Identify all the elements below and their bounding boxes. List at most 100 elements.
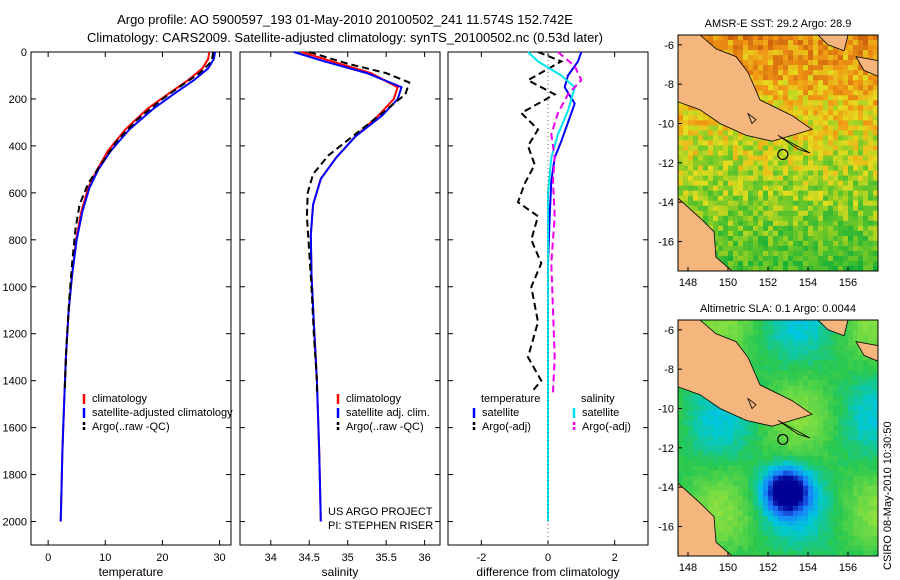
map-cell: [723, 535, 729, 542]
map-cell: [738, 480, 744, 486]
map-cell: [703, 160, 709, 166]
map-cell: [713, 500, 719, 507]
map-cell: [858, 455, 864, 461]
map-cell: [823, 340, 829, 346]
map-cell: [773, 345, 779, 351]
map-cell: [753, 535, 759, 542]
map-cell: [753, 515, 759, 522]
map-cell: [873, 480, 879, 486]
map-cell: [868, 135, 874, 141]
map-cell: [788, 425, 794, 431]
map-cell: [703, 490, 709, 497]
map-cell: [728, 505, 734, 512]
map-cell: [803, 150, 809, 156]
map-cell: [778, 515, 784, 522]
map-cell: [828, 455, 834, 461]
map-cell: [833, 480, 839, 486]
map-cell: [753, 480, 759, 486]
map-cell: [693, 400, 699, 406]
map-cell: [873, 140, 879, 146]
map-cell: [748, 55, 754, 61]
map-cell: [858, 45, 864, 51]
map-cell: [853, 445, 859, 451]
map-cell: [723, 140, 729, 146]
map-cell: [798, 470, 804, 476]
map-cell: [858, 375, 864, 381]
map-cell: [728, 145, 734, 151]
map-cell: [843, 420, 849, 426]
map-cell: [713, 320, 719, 326]
map-cell: [793, 350, 799, 356]
map-cell: [683, 125, 689, 131]
map-y-tick-label: -6: [664, 40, 674, 52]
map-cell: [703, 485, 709, 492]
map-cell: [828, 220, 834, 227]
map-cell: [808, 390, 814, 396]
map-cell: [753, 200, 759, 207]
map-cell: [748, 420, 754, 426]
map-cell: [783, 35, 789, 41]
map-cell: [753, 220, 759, 227]
map-cell: [788, 80, 794, 86]
map-cell: [848, 365, 854, 371]
map-cell: [728, 550, 734, 557]
map-cell: [783, 65, 789, 71]
map-cell: [703, 445, 709, 451]
map-cell: [848, 440, 854, 446]
map-cell: [873, 265, 879, 272]
map-cell: [793, 535, 799, 542]
map-cell: [798, 45, 804, 51]
map-cell: [828, 225, 834, 232]
map-cell: [758, 230, 764, 237]
map-cell: [858, 50, 864, 56]
map-cell: [843, 435, 849, 441]
map-cell: [848, 450, 854, 456]
map-cell: [773, 340, 779, 346]
map-cell: [748, 145, 754, 151]
map-cell: [723, 490, 729, 497]
map-cell: [833, 135, 839, 141]
map-cell: [793, 180, 799, 186]
map-cell: [823, 535, 829, 542]
map-cell: [823, 90, 829, 96]
map-cell: [753, 505, 759, 512]
map-cell: [753, 35, 759, 41]
map-cell: [798, 215, 804, 222]
map-cell: [783, 370, 789, 376]
map-cell: [868, 255, 874, 262]
map-cell: [858, 230, 864, 237]
map-cell: [848, 515, 854, 522]
map-cell: [778, 490, 784, 497]
map-cell: [753, 45, 759, 51]
map-cell: [783, 70, 789, 76]
map-cell: [753, 230, 759, 237]
map-cell: [833, 260, 839, 267]
map-cell: [873, 115, 879, 121]
map-cell: [748, 340, 754, 346]
map-cell: [823, 155, 829, 161]
map-cell: [783, 245, 789, 252]
map-cell: [783, 195, 789, 201]
map-cell: [763, 35, 769, 41]
map-cell: [823, 365, 829, 371]
map-cell: [858, 330, 864, 336]
map-cell: [778, 525, 784, 532]
map-cell: [868, 335, 874, 341]
map-cell: [748, 240, 754, 247]
map-cell: [783, 365, 789, 371]
map-cell: [733, 145, 739, 151]
map-cell: [813, 115, 819, 121]
map-cell: [788, 145, 794, 151]
map-cell: [848, 155, 854, 161]
map-cell: [728, 225, 734, 232]
map-cell: [833, 340, 839, 346]
map-cell: [843, 385, 849, 391]
map-cell: [683, 430, 689, 436]
map-cell: [798, 95, 804, 101]
map-cell: [803, 460, 809, 466]
map-cell: [873, 490, 879, 497]
map-cell: [853, 460, 859, 466]
map-cell: [853, 535, 859, 542]
map-cell: [743, 35, 749, 41]
map-cell: [833, 145, 839, 151]
